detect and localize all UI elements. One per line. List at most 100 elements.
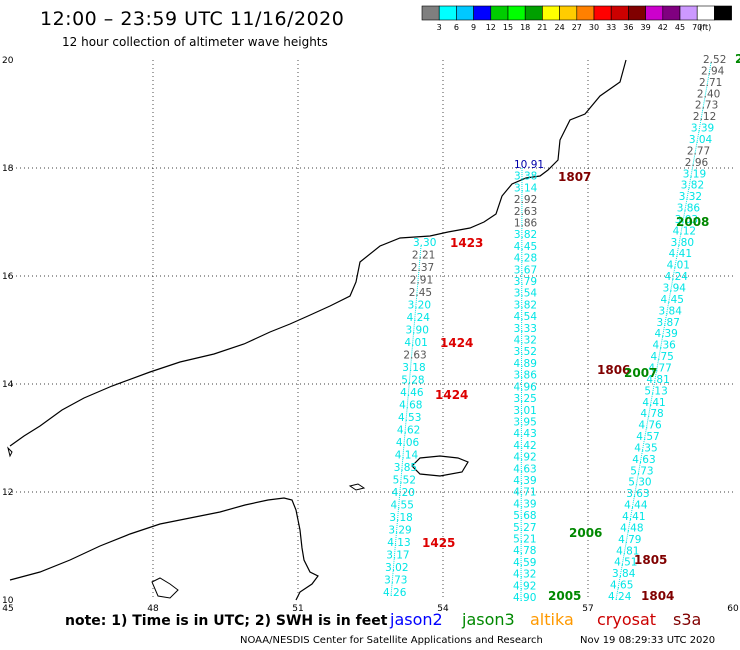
wave-height-value: 4.53 [398,412,421,424]
wave-height-value: 3.38 [514,171,537,183]
wave-height-value: 4.79 [618,534,641,546]
wave-height-value: 4.06 [396,437,420,449]
wave-height-value: 2.91 [410,275,433,287]
wave-height-value: 3.84 [612,568,636,580]
wave-height-value: 4.77 [648,362,671,374]
wave-height-value: 4.81 [616,545,639,557]
wave-height-value: 4.78 [513,545,536,557]
wave-height-value: 5.27 [513,522,536,534]
wave-height-value: 2.45 [409,287,432,299]
coastline-somalia [9,497,319,601]
time-labels: 1423 1424 1424 1425 1807 1806 1805 1804 2008 2007… [422,52,740,603]
wave-height-value: 4.78 [640,408,663,420]
wave-height-value: 4.01 [667,260,690,272]
wave-height-value: 3.18 [389,512,412,524]
wave-height-value: 2.63 [514,206,537,218]
wave-height-value: 5.30 [628,477,651,489]
legend-swatch [645,5,664,21]
track-line [520,167,523,602]
lon-tick-label: 51 [292,604,303,614]
wave-height-value: 4.71 [513,487,536,499]
lat-tick-label: 12 [2,488,13,498]
wave-height-value: 3.20 [408,300,431,312]
wave-height-value: 4.20 [392,487,415,499]
time-label: 1424 [435,388,468,402]
lon-tick-label: 48 [147,604,159,614]
wave-height-value: 4.62 [397,425,420,437]
wave-height-value: 5.13 [644,385,667,397]
wave-height-value: 3.54 [514,288,538,300]
legend-unit: (ft) [699,23,711,32]
wave-height-value: 3.52 [514,346,537,358]
wave-height-value: 4.44 [624,500,648,512]
legend-label: 6 [454,23,459,32]
wave-height-value: 2.37 [411,262,434,274]
wave-height-value: 2.73 [695,100,718,112]
legend-swatch [507,5,526,21]
wave-height-value: 4.45 [514,241,537,253]
wave-height-value: 3.30 [413,237,436,249]
island-small-2 [151,577,179,599]
legend-label: 42 [658,23,668,32]
coastline-arabia [9,59,627,447]
coastline [7,59,627,601]
legend-swatch [576,5,595,21]
time-label: 1425 [422,536,455,550]
wave-height-value: 4.45 [661,294,684,306]
legend-swatch [473,5,492,21]
wave-height-value: 4.42 [513,440,536,452]
lat-tick-label: 20 [2,56,14,66]
wave-height-value: 4.75 [650,351,673,363]
wave-height-value: 4.57 [636,431,659,443]
wave-height-value: 4.51 [614,557,637,569]
wave-height-value: 2.40 [697,88,720,100]
legend-label: 9 [471,23,476,32]
page-subtitle: 12 hour collection of altimeter wave hei… [62,35,328,49]
wave-height-value: 4.43 [513,428,536,440]
wave-height-value: 4.65 [610,580,633,592]
wave-height-value: 3.82 [681,180,704,192]
color-legend: 3 6 9 12 15 18 21 24 27 30 33 36 39 42 45 70(ft) [421,5,732,32]
track-line [390,245,422,597]
wave-height-value: 3.86 [677,203,701,215]
time-label: 1805 [634,553,667,567]
legend-label: 12 [486,23,496,32]
lat-tick-label: 14 [2,380,14,390]
wave-height-value: 4.81 [646,374,669,386]
wave-height-value: 3.32 [679,191,702,203]
legend-swatch [490,5,509,21]
legend-swatch [524,5,543,21]
wave-height-value: 3.94 [663,283,687,295]
time-label: 1423 [450,236,483,250]
legend-label: 36 [623,23,633,32]
legend-swatch [610,5,629,21]
legend-label: 30 [589,23,599,32]
wave-height-value: 3.39 [691,123,714,135]
island-small-3 [7,446,13,458]
time-label: 2005 [548,589,581,603]
wave-height-value: 3.87 [657,317,680,329]
wave-height-value: 4.63 [513,463,536,475]
wave-height-value: 2.12 [693,111,716,123]
lon-tick-label: 54 [437,604,449,614]
legend-swatch [559,5,578,21]
footer-date: Nov 19 08:29:33 UTC 2020 [580,635,716,646]
lon-tick-label: 57 [582,604,593,614]
legend-label: 27 [572,23,582,32]
satellite-jason2: jason2 [390,610,443,629]
wave-height-value: 3.90 [406,325,429,337]
page-title: 12:00 – 23:59 UTC 11/16/2020 [40,8,345,30]
legend-label: 15 [503,23,513,32]
legend-label: 70 [692,23,702,32]
legend-swatch [679,5,698,21]
legend-label: 33 [606,23,616,32]
wave-height-value: 3.84 [659,305,683,317]
wave-height-value: 5.68 [513,510,536,522]
wave-height-value: 3.95 [513,416,536,428]
wave-height-value: 3.19 [683,168,706,180]
legend-swatch [628,5,646,21]
wave-height-value: 3.73 [384,575,407,587]
wave-height-value: 2.92 [514,194,537,206]
lon-tick-label: 60 [727,604,739,614]
wave-height-value: 3.18 [402,362,425,374]
